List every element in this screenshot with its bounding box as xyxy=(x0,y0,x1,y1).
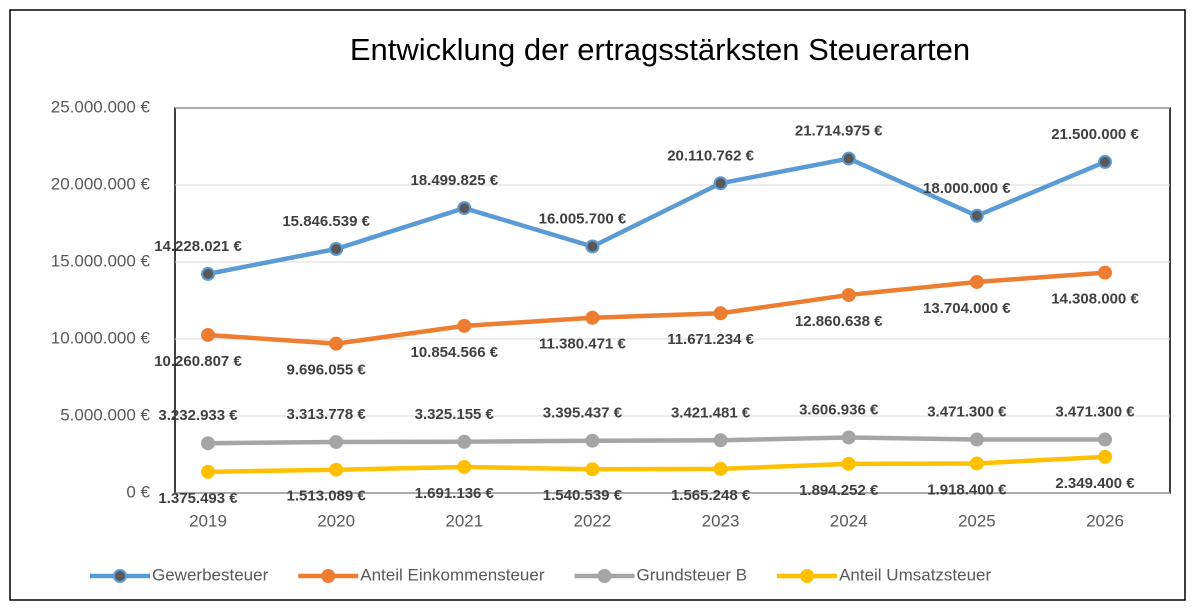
y-tick-label: 15.000.000 € xyxy=(51,251,151,270)
legend-marker xyxy=(597,569,612,583)
y-tick-label: 25.000.000 € xyxy=(51,97,151,116)
marker xyxy=(1098,432,1112,447)
data-label: 14.228.021 € xyxy=(154,238,242,255)
marker xyxy=(201,327,215,342)
data-label: 3.395.437 € xyxy=(543,405,623,422)
marker xyxy=(969,456,984,471)
data-label: 1.894.252 € xyxy=(799,482,879,499)
series-line xyxy=(207,270,1106,346)
legend-label: Gewerbesteuer xyxy=(152,565,269,584)
marker xyxy=(1098,154,1112,169)
data-label: 13.704.000 € xyxy=(923,300,1011,317)
y-tick-label: 5.000.000 € xyxy=(60,405,150,424)
x-tick-label: 2025 xyxy=(958,511,996,530)
marker xyxy=(585,310,600,325)
data-label: 1.513.089 € xyxy=(287,488,367,505)
legend-marker xyxy=(800,569,815,583)
data-label: 14.308.000 € xyxy=(1051,291,1139,308)
data-label: 11.671.234 € xyxy=(667,331,754,348)
data-label: 11.380.471 € xyxy=(539,336,626,353)
data-label: 20.110.762 € xyxy=(667,147,754,164)
marker xyxy=(201,464,215,479)
data-label: 2.349.400 € xyxy=(1055,475,1135,492)
marker xyxy=(457,201,472,216)
data-label: 21.714.975 € xyxy=(795,123,883,140)
marker xyxy=(841,287,856,302)
data-label: 15.846.539 € xyxy=(282,213,370,230)
marker xyxy=(841,151,856,166)
chart-title: Entwicklung der ertragsstärksten Steuera… xyxy=(350,32,970,67)
marker xyxy=(329,462,344,477)
x-tick-label: 2023 xyxy=(702,511,740,530)
marker xyxy=(969,432,984,447)
x-tick-label: 2022 xyxy=(574,511,612,530)
marker xyxy=(969,208,984,223)
data-label: 1.540.539 € xyxy=(543,487,623,504)
marker xyxy=(713,176,728,191)
y-tick-label: 10.000.000 € xyxy=(51,328,151,347)
x-tick-label: 2021 xyxy=(445,511,483,530)
marker xyxy=(969,274,984,289)
legend-label: Anteil Umsatzsteuer xyxy=(839,565,991,584)
data-label: 18.000.000 € xyxy=(923,180,1011,197)
marker xyxy=(713,461,728,476)
x-tick-label: 2020 xyxy=(317,511,355,530)
data-label: 3.471.300 € xyxy=(1055,404,1135,421)
data-label: 12.860.638 € xyxy=(795,313,883,330)
y-tick-label: 20.000.000 € xyxy=(51,174,151,193)
series-line xyxy=(207,454,1106,475)
marker xyxy=(329,336,344,351)
data-label: 3.421.481 € xyxy=(671,404,751,421)
y-tick-label: 0 € xyxy=(126,482,150,501)
marker xyxy=(585,239,600,254)
marker xyxy=(841,456,856,471)
x-tick-label: 2019 xyxy=(189,511,227,530)
data-label: 1.375.493 € xyxy=(158,490,238,507)
marker xyxy=(1098,265,1112,280)
legend-label: Anteil Einkommensteuer xyxy=(360,565,545,584)
data-label: 21.500.000 € xyxy=(1051,126,1139,143)
marker xyxy=(1098,449,1112,464)
marker xyxy=(201,266,215,281)
legend-label: Grundsteuer B xyxy=(637,565,748,584)
data-label: 1.565.248 € xyxy=(671,487,751,504)
marker xyxy=(713,433,728,448)
marker xyxy=(201,436,215,451)
series-line xyxy=(207,156,1106,277)
data-label: 3.313.778 € xyxy=(287,406,367,423)
marker xyxy=(329,241,344,256)
data-label: 3.606.936 € xyxy=(799,401,879,418)
marker xyxy=(457,434,472,449)
marker xyxy=(841,430,856,445)
marker xyxy=(457,459,472,474)
marker xyxy=(457,318,472,333)
data-label: 3.471.300 € xyxy=(927,404,1007,421)
data-label: 3.232.933 € xyxy=(158,407,238,424)
marker xyxy=(585,433,600,448)
marker xyxy=(329,434,344,449)
marker xyxy=(713,306,728,321)
data-label: 3.325.155 € xyxy=(415,406,495,423)
data-label: 1.691.136 € xyxy=(415,485,495,502)
data-label: 1.918.400 € xyxy=(927,481,1007,498)
data-label: 10.260.807 € xyxy=(154,353,242,370)
x-tick-label: 2024 xyxy=(830,511,868,530)
legend-marker xyxy=(321,569,336,583)
data-label: 16.005.700 € xyxy=(539,210,627,227)
data-label: 10.854.566 € xyxy=(410,344,498,361)
x-tick-label: 2026 xyxy=(1086,511,1124,530)
legend-marker xyxy=(113,569,127,583)
marker xyxy=(585,462,600,477)
series-line xyxy=(207,435,1105,446)
data-label: 9.696.055 € xyxy=(287,362,367,379)
data-label: 18.499.825 € xyxy=(410,172,498,189)
